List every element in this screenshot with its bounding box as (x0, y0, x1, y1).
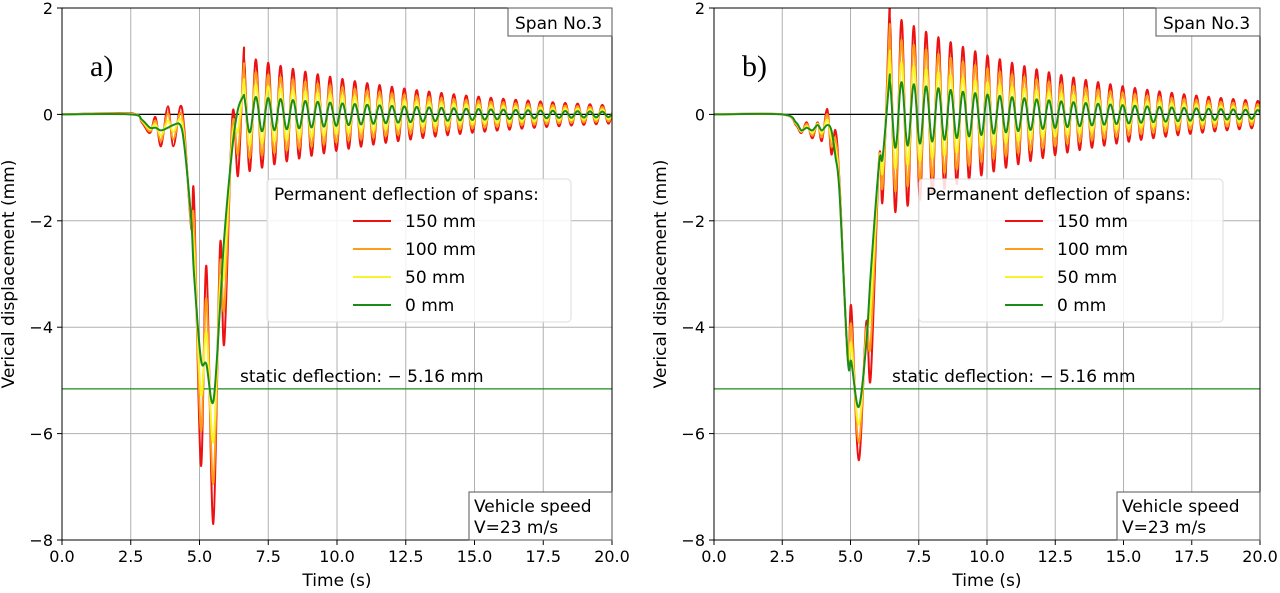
speed-label-line2: V=23 m/s (474, 518, 558, 538)
legend-title: Permanent deflection of spans: (926, 185, 1191, 205)
legend-box (918, 178, 1224, 323)
legend-entry: 50 mm (405, 268, 465, 288)
legend: Permanent deflection of spans: 150 mm 100 … (266, 178, 572, 323)
legend-entry: 100 mm (1057, 240, 1128, 260)
y-tick-label: −4 (29, 318, 53, 337)
span-box (507, 7, 613, 37)
y-tick-label: −6 (29, 425, 53, 444)
y-tick-label: −4 (681, 318, 705, 337)
x-tick-label: 17.5 (525, 547, 561, 566)
legend-entry: 50 mm (1057, 268, 1117, 288)
series-line-0-mm (62, 93, 612, 405)
x-axis-label: Time (s) (951, 571, 1021, 591)
y-axis-label: Verical displacement (mm) (651, 160, 671, 389)
span-label: Span No.3 (1163, 14, 1250, 34)
speed-box (468, 491, 613, 541)
plot-frame (61, 7, 613, 541)
legend-entry: 150 mm (405, 212, 476, 232)
x-tick-label: 12.5 (388, 547, 424, 566)
x-tick-label: 2.5 (770, 547, 795, 566)
panel-label: b) (742, 50, 767, 83)
x-tick-label: 7.5 (906, 547, 931, 566)
y-tick-label: 2 (695, 0, 705, 18)
span-box (1155, 7, 1261, 37)
static-deflection-label: static deflection: − 5.16 mm (892, 367, 1136, 387)
y-tick-label: −2 (681, 212, 705, 231)
legend-entry: 150 mm (1057, 212, 1128, 232)
y-axis-label: Verical displacement (mm) (0, 160, 19, 389)
legend-entry: 100 mm (405, 240, 476, 260)
legend-entry: 0 mm (405, 296, 454, 316)
span-label: Span No.3 (515, 14, 602, 34)
legend-box (266, 178, 572, 323)
x-tick-label: 5.0 (838, 547, 863, 566)
x-tick-label: 2.5 (118, 547, 143, 566)
static-deflection-label: static deflection: − 5.16 mm (240, 367, 484, 387)
y-tick-label: −2 (29, 212, 53, 231)
x-tick-label: 7.5 (256, 547, 281, 566)
y-tick-label: 0 (43, 105, 53, 124)
x-tick-label: 5.0 (187, 547, 212, 566)
x-tick-label: 20.0 (594, 547, 630, 566)
legend-title: Permanent deflection of spans: (274, 185, 539, 205)
y-tick-label: −6 (681, 425, 705, 444)
speed-label-line1: Vehicle speed (1122, 497, 1240, 517)
y-tick-label: 0 (695, 105, 705, 124)
x-tick-label: 0.0 (49, 547, 74, 566)
series-line-0-mm (714, 73, 1260, 409)
x-tick-label: 0.0 (701, 547, 726, 566)
plot-frame (713, 7, 1261, 541)
panel-label: a) (90, 50, 113, 83)
x-tick-label: 20.0 (1242, 547, 1278, 566)
panel-b: 0.0 2.5 5.0 7.5 10.0 12.5 15.0 17.5 20.0 2 0 −2 −4 −6… (651, 0, 1278, 591)
panel-a: 0.0 2.5 5.0 7.5 10.0 12.5 15.0 17.5 20.0 2 0 −2 −4 −6… (0, 0, 630, 591)
x-tick-label: 10.0 (319, 547, 355, 566)
y-tick-label: 2 (43, 0, 53, 18)
x-tick-label: 10.0 (969, 547, 1005, 566)
speed-box (1116, 491, 1261, 541)
x-tick-label: 17.5 (1174, 547, 1210, 566)
legend: Permanent deflection of spans: 150 mm 100 … (918, 178, 1224, 323)
legend-entry: 0 mm (1057, 296, 1106, 316)
x-tick-label: 12.5 (1037, 547, 1073, 566)
speed-label-line1: Vehicle speed (474, 497, 592, 517)
speed-label-line2: V=23 m/s (1122, 518, 1206, 538)
x-axis-label: Time (s) (301, 571, 371, 591)
y-tick-label: −8 (681, 531, 705, 550)
y-tick-label: −8 (29, 531, 53, 550)
x-tick-label: 15.0 (1106, 547, 1142, 566)
x-tick-label: 15.0 (457, 547, 493, 566)
